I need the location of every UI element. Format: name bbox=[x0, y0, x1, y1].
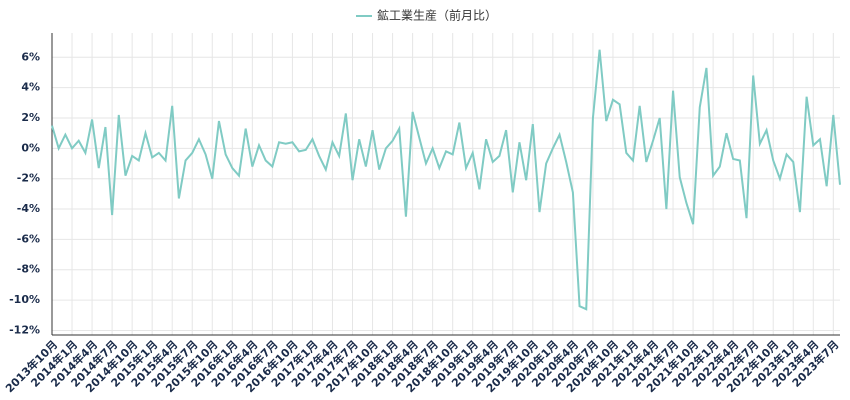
y-tick-label: 6% bbox=[21, 50, 40, 63]
y-tick-label: -2% bbox=[17, 172, 40, 185]
y-tick-label: -6% bbox=[17, 232, 40, 245]
y-tick-label: -4% bbox=[17, 202, 40, 215]
y-tick-label: 0% bbox=[21, 141, 40, 154]
y-tick-label: -8% bbox=[17, 263, 40, 276]
y-tick-label: 4% bbox=[21, 81, 40, 94]
y-tick-label: 2% bbox=[21, 111, 40, 124]
data-line bbox=[51, 49, 841, 311]
legend-label: 鉱工業生産（前月比） bbox=[377, 8, 497, 23]
y-tick-label: -12% bbox=[9, 323, 40, 336]
y-tick-label: -10% bbox=[9, 293, 40, 306]
